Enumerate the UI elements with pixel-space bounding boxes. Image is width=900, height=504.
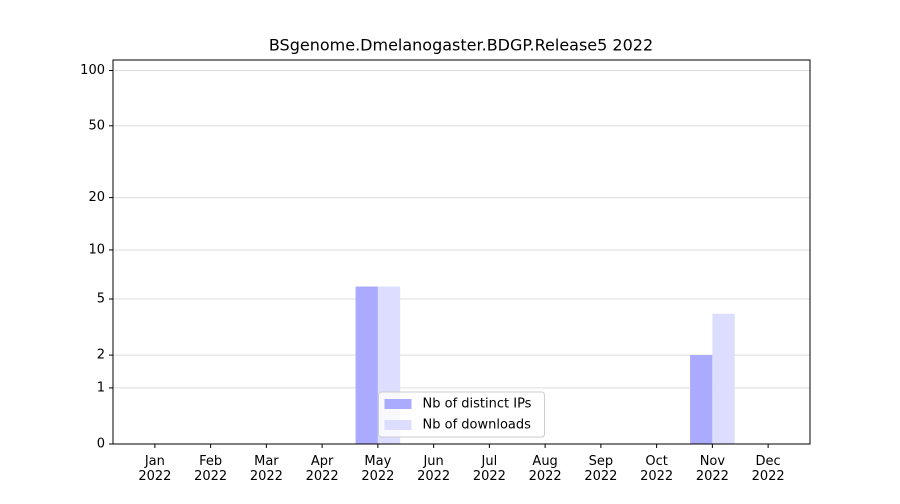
y-tick-label: 50	[88, 118, 105, 133]
x-tick-label: Aug 2022	[529, 454, 562, 484]
x-tick-label: Apr 2022	[306, 454, 339, 484]
x-tick-label: Jan 2022	[138, 454, 171, 484]
legend-label: Nb of downloads	[423, 418, 532, 433]
y-tick-label: 0	[97, 437, 105, 452]
y-tick-label: 20	[88, 190, 105, 205]
legend: Nb of distinct IPs Nb of downloads	[378, 391, 545, 438]
x-tick-label: Dec 2022	[752, 454, 785, 484]
x-tick-label: Feb 2022	[194, 454, 227, 484]
y-tick-label: 2	[97, 348, 105, 363]
bar	[355, 286, 378, 444]
plot-frame	[112, 59, 811, 445]
legend-swatch	[384, 420, 412, 430]
legend-swatch	[384, 399, 412, 409]
chart-title: BSgenome.Dmelanogaster.BDGP.Release5 202…	[269, 36, 653, 55]
legend-label: Nb of distinct IPs	[423, 397, 532, 412]
x-tick-label: Jun 2022	[417, 454, 450, 484]
x-tick-label: May 2022	[361, 454, 394, 484]
y-tick-label: 100	[80, 63, 105, 78]
x-tick-label: Jul 2022	[473, 454, 506, 484]
x-tick-label: Mar 2022	[250, 454, 283, 484]
y-tick-label: 10	[88, 242, 105, 257]
y-tick-label: 5	[97, 291, 105, 306]
x-tick-label: Sep 2022	[584, 454, 617, 484]
bar	[690, 355, 713, 444]
x-tick-label: Oct 2022	[640, 454, 673, 484]
x-tick-label: Nov 2022	[696, 454, 729, 484]
bar	[712, 313, 735, 444]
legend-box	[378, 391, 545, 438]
y-tick-label: 1	[97, 380, 105, 395]
